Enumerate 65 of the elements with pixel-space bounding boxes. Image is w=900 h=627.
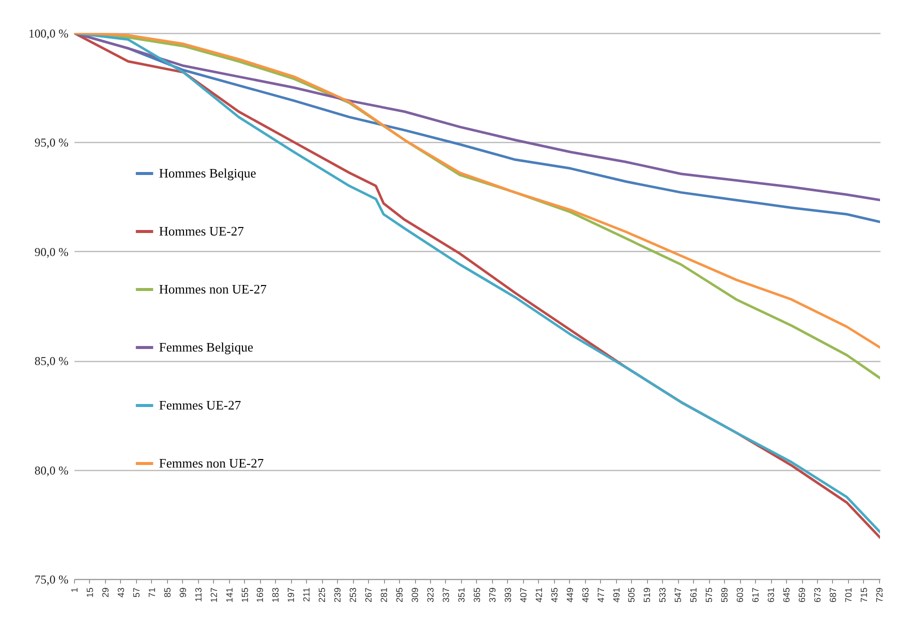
- x-tick-label: 1: [70, 588, 80, 593]
- x-tick-label: 239: [332, 588, 343, 603]
- x-tick-label: 617: [750, 588, 761, 603]
- x-tick-label: 379: [487, 588, 498, 603]
- x-tick-label: 449: [564, 588, 575, 603]
- x-tick-label: 29: [100, 588, 110, 598]
- legend-label: Hommes non UE-27: [159, 282, 268, 296]
- legend-label: Hommes Belgique: [159, 166, 256, 180]
- x-tick-label: 393: [502, 588, 513, 603]
- x-tick-label: 85: [162, 588, 172, 598]
- y-tick-label: 80,0 %: [34, 463, 68, 478]
- x-tick-label: 701: [843, 588, 854, 603]
- x-tick-label: 659: [797, 588, 807, 603]
- x-tick-label: 715: [858, 588, 869, 603]
- x-tick-label: 519: [642, 588, 652, 603]
- legend-label: Hommes UE-27: [159, 224, 244, 238]
- y-tick-label: 85,0 %: [34, 354, 68, 368]
- x-tick-label: 323: [426, 588, 436, 603]
- y-tick-label: 90,0 %: [34, 244, 68, 259]
- x-tick-label: 491: [611, 588, 622, 603]
- x-tick-label: 253: [348, 588, 358, 603]
- x-tick-label: 127: [208, 588, 219, 603]
- x-tick-label: 365: [472, 588, 482, 603]
- x-tick-label: 575: [704, 588, 714, 603]
- x-tick-label: 43: [116, 588, 126, 598]
- x-tick-label: 589: [720, 588, 730, 603]
- x-tick-label: 645: [782, 588, 792, 603]
- x-tick-label: 631: [766, 588, 776, 603]
- legend-label: Femmes non UE-27: [159, 456, 264, 470]
- x-tick-label: 309: [410, 588, 420, 603]
- x-tick-label: 435: [549, 588, 560, 603]
- x-tick-label: 337: [440, 588, 451, 603]
- x-tick-label: 505: [626, 588, 637, 603]
- x-tick-label: 57: [131, 588, 142, 598]
- x-tick-label: 113: [193, 588, 204, 602]
- y-tick-label: 95,0 %: [34, 136, 68, 150]
- x-tick-label: 183: [270, 588, 281, 603]
- x-tick-label: 71: [146, 588, 157, 598]
- y-tick-label: 100,0 %: [28, 26, 68, 40]
- x-tick-label: 99: [178, 588, 188, 598]
- x-tick-label: 687: [828, 588, 838, 603]
- x-tick-label: 15: [84, 588, 95, 598]
- x-tick-label: 211: [302, 588, 312, 602]
- x-tick-label: 421: [534, 588, 544, 603]
- x-tick-label: 547: [673, 588, 684, 603]
- x-tick-label: 407: [518, 588, 528, 603]
- x-tick-label: 477: [596, 588, 606, 603]
- x-tick-label: 141: [224, 588, 234, 603]
- legend-label: Femmes Belgique: [159, 340, 254, 354]
- x-tick-label: 463: [580, 588, 590, 603]
- x-tick-label: 673: [812, 588, 822, 603]
- x-tick-label: 267: [364, 588, 374, 603]
- x-tick-label: 533: [658, 588, 668, 603]
- x-tick-label: 295: [394, 588, 405, 603]
- x-tick-label: 169: [255, 588, 266, 603]
- x-tick-label: 561: [688, 588, 699, 603]
- legend-label: Femmes UE-27: [159, 398, 242, 412]
- x-tick-label: 197: [286, 588, 296, 603]
- x-tick-label: 729: [874, 588, 884, 603]
- x-tick-label: 155: [240, 588, 250, 603]
- x-tick-label: 281: [379, 588, 390, 603]
- x-tick-label: 225: [317, 588, 328, 603]
- y-tick-label: 75,0 %: [34, 572, 68, 586]
- x-tick-label: 351: [456, 588, 466, 603]
- x-tick-label: 603: [735, 588, 746, 603]
